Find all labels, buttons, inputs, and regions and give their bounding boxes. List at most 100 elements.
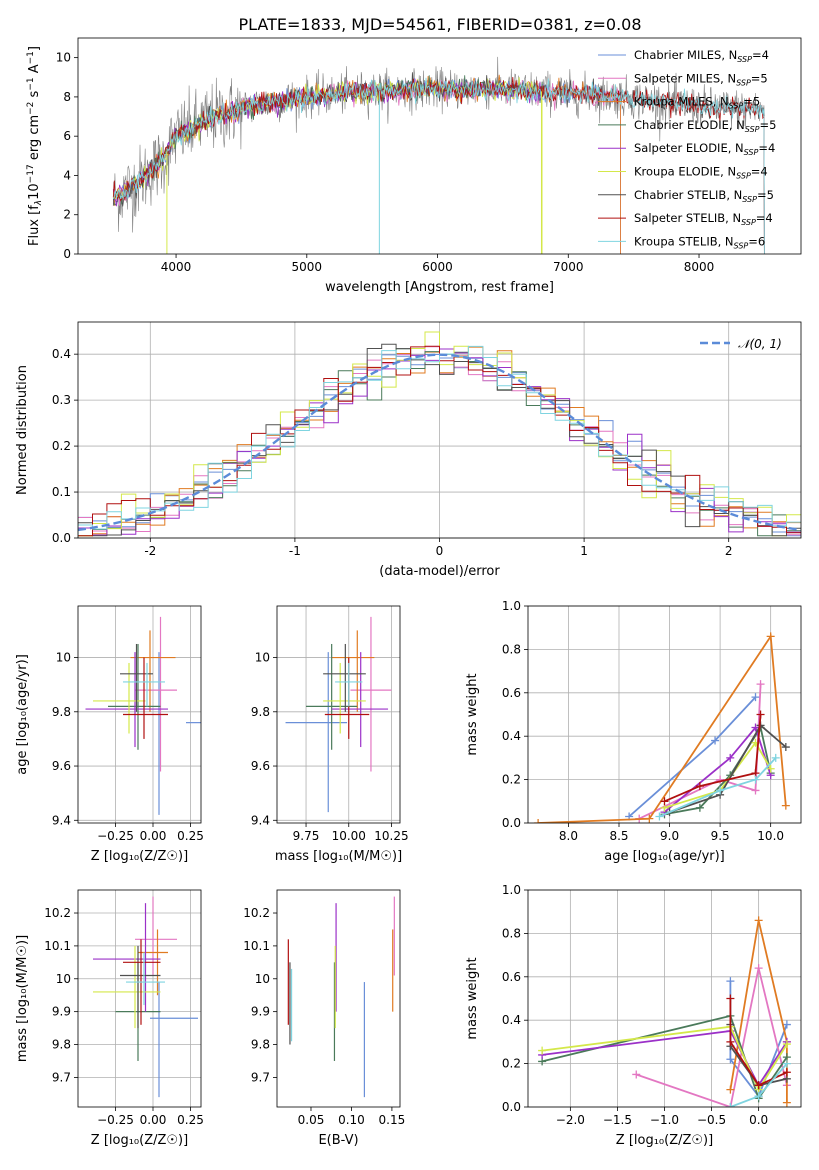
y-axis-label: age [log₁₀(age/yr)]: [15, 654, 30, 775]
weight-line: [538, 633, 787, 823]
legend-name: Kroupa MILES, N: [634, 95, 729, 109]
legend-nssp: =5: [751, 71, 768, 85]
panel-mass-vs-Z: −0.25 0.00 0.25 9.7 9.8 9.9 10 10.1 10.2 Z [log₁₀…: [15, 889, 204, 1148]
x-axis-label: Z [log₁₀(Z/Z☉)]: [91, 1133, 188, 1148]
weight-marker: [754, 1081, 763, 1090]
weight-marker: [751, 786, 760, 795]
weight-marker: [645, 814, 654, 823]
weight-line: [541, 1025, 788, 1092]
histogram-Kroupa-ELODIE: [78, 331, 801, 538]
panel-massweight-vs-age: 8.0 8.5 9.0 9.5 10.0 0.0 0.2 0.4 0.6 0.8 1.0 age [l…: [465, 599, 802, 864]
legend-label: Chabrier ELODIE, NSSP=5: [634, 118, 776, 134]
y-tick-label: 8: [63, 90, 71, 104]
legend-label: Kroupa MILES, NSSP=5: [634, 95, 760, 111]
legend-label: Salpeter MILES, NSSP=5: [634, 71, 768, 87]
y-tick-label: 2: [63, 208, 71, 222]
y-label-part: A: [27, 64, 42, 77]
legend-name: Chabrier MILES, N: [634, 48, 737, 62]
x-tick-label: 7000: [553, 260, 584, 274]
weight-marker: [781, 743, 790, 752]
x-axis-label: Z [log₁₀(Z/Z☉)]: [91, 849, 188, 864]
weight-marker: [726, 753, 735, 762]
y-tick-label: 6: [63, 129, 71, 143]
weight-marker: [726, 977, 735, 986]
x-tick-label: −1.0: [650, 1113, 679, 1127]
weight-marker: [751, 693, 760, 702]
x-tick-label: 8.5: [609, 829, 628, 843]
weight-marker: [756, 680, 765, 689]
legend-name: Salpeter STELIB, N: [634, 211, 741, 225]
x-axis-label: age [log₁₀(age/yr)]: [604, 849, 725, 864]
panel-age-vs-mass: 9.75 10.00 10.25 9.4 9.6 9.8 10 mass [log₁₀(M/M…: [251, 605, 409, 864]
x-tick-label: −0.25: [97, 829, 134, 843]
y-tick-label: 0.1: [52, 485, 71, 499]
x-tick-label: -1: [289, 544, 301, 558]
x-tick-label: 9.0: [660, 829, 679, 843]
weight-line: [669, 724, 787, 813]
y-tick-label: 4: [63, 168, 71, 182]
y-tick-label: 0.0: [502, 816, 521, 830]
weight-marker: [766, 764, 775, 773]
y-tick-label: 10: [255, 651, 270, 665]
y-label-part: erg cm: [27, 115, 42, 164]
x-axis-label: Z [log₁₀(Z/Z☉)]: [616, 1133, 713, 1148]
weight-marker: [660, 797, 669, 806]
x-tick-label: 0: [436, 544, 444, 558]
plot-area: [112, 56, 765, 254]
y-tick-label: 0.2: [502, 773, 521, 787]
y-tick-label: 10: [56, 51, 71, 65]
weight-marker: [726, 994, 735, 1003]
y-label-part: 10: [27, 183, 42, 200]
y-tick-label: 9.8: [251, 1038, 270, 1052]
y-tick-label: 0.6: [502, 686, 521, 700]
weight-line: [664, 741, 772, 809]
y-label-part: −1: [26, 77, 36, 90]
y-tick-label: 9.9: [251, 1005, 270, 1019]
model-spectrum: [112, 77, 765, 254]
legend-nssp: =4: [751, 165, 768, 179]
y-label-part: −1: [26, 51, 36, 64]
y-tick-label: 10: [255, 972, 270, 986]
legend-sub: SSP: [744, 148, 759, 157]
legend-name: Chabrier STELIB, N: [634, 188, 742, 202]
weight-marker: [754, 964, 763, 973]
weight-line: [663, 725, 772, 813]
x-tick-label: 0.05: [298, 1113, 325, 1127]
legend-label: Kroupa STELIB, NSSP=6: [634, 234, 765, 250]
y-tick-label: 10.1: [243, 939, 270, 953]
y-tick-label: 10: [56, 972, 71, 986]
weight-marker: [711, 736, 720, 745]
weight-marker: [726, 1085, 735, 1094]
y-tick-label: 0.4: [502, 729, 521, 743]
legend-name: Salpeter ELODIE, N: [634, 141, 744, 155]
weight-marker: [655, 812, 664, 821]
x-tick-label: 0.25: [177, 1113, 204, 1127]
weight-marker: [754, 1092, 763, 1101]
legend-nssp: =5: [760, 118, 777, 132]
legend-name: Salpeter MILES, N: [634, 71, 736, 85]
weight-marker: [781, 801, 790, 810]
legend-label: Chabrier MILES, NSSP=4: [634, 48, 769, 64]
weight-marker: [751, 775, 760, 784]
model-spectrum: [112, 80, 543, 254]
x-tick-label: 10.00: [332, 829, 366, 843]
weight-marker: [782, 1059, 791, 1068]
x-tick-label: 0.25: [177, 829, 204, 843]
x-tick-label: 8.0: [559, 829, 578, 843]
x-tick-label: -2: [144, 544, 156, 558]
weight-marker: [754, 916, 763, 925]
y-tick-label: 0.6: [502, 970, 521, 984]
y-tick-label: 0.2: [52, 439, 71, 453]
y-tick-label: 10.2: [243, 906, 270, 920]
plot-area: [285, 616, 392, 813]
x-axis-label: E(B-V): [318, 1133, 358, 1148]
weight-marker: [782, 1020, 791, 1029]
legend-sub: SSP: [737, 55, 752, 64]
panel-massweight-vs-Z: −2.0 −1.5 −1.0 −0.5 0.0 0.0 0.2 0.4 0.6 0.8 1.0 Z […: [465, 883, 802, 1148]
weight-marker: [695, 803, 704, 812]
legend-nssp: =5: [757, 188, 774, 202]
y-tick-label: 9.8: [52, 1038, 71, 1052]
legend-sub: SSP: [736, 172, 751, 181]
legend-sub: SSP: [745, 125, 760, 134]
